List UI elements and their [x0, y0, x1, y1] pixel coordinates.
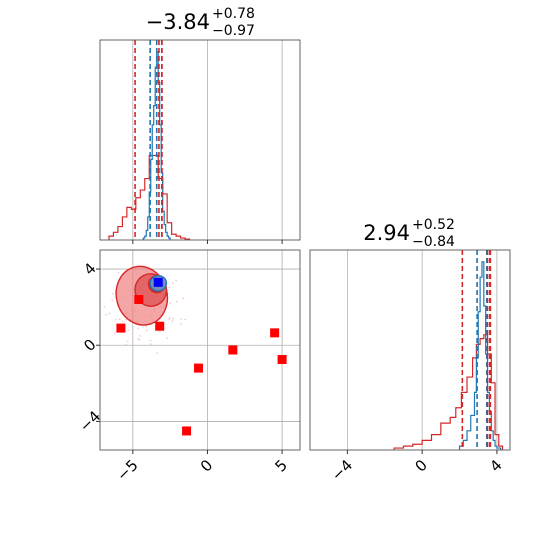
density-dot	[150, 343, 153, 346]
density-dot	[126, 340, 129, 343]
red-sample-point	[194, 363, 204, 373]
red-sample-point	[270, 328, 280, 338]
density-dot	[171, 320, 174, 323]
density-dot	[139, 335, 141, 337]
density-dot	[168, 316, 171, 319]
blue-sample-point	[153, 277, 163, 287]
title-plus-error: +0.52	[412, 217, 455, 233]
density-dot	[127, 329, 130, 332]
density-dot	[137, 327, 140, 330]
x-tick-label-param2: −4	[328, 456, 356, 484]
red-sample-point	[116, 323, 126, 333]
density-dot	[117, 271, 120, 274]
axes-2d	[99, 249, 301, 451]
density-dot	[166, 337, 169, 340]
density-dot	[175, 279, 178, 282]
density-dot	[180, 318, 183, 320]
title-minus-error: −0.84	[412, 234, 455, 250]
density-dot	[118, 318, 121, 320]
density-dot	[121, 320, 124, 323]
density-dot	[169, 302, 171, 305]
density-dot	[145, 325, 148, 328]
density-dot	[168, 318, 171, 320]
density-dot	[115, 318, 117, 321]
density-dot	[156, 352, 159, 355]
title-param2: 2.94 +0.52−0.84	[363, 217, 455, 250]
density-dot	[145, 329, 148, 332]
density-dot	[114, 332, 116, 335]
x-tick-label-param2: 0	[411, 456, 430, 475]
density-dot	[168, 286, 171, 289]
density-dot	[149, 339, 152, 342]
title-param1: −3.84 +0.78−0.97	[146, 6, 255, 39]
axes-param2	[309, 249, 511, 451]
title-minus-error: −0.97	[212, 23, 255, 39]
red-histogram-param2	[393, 334, 504, 450]
red-histogram-param1	[108, 154, 191, 240]
axes-param1	[99, 39, 301, 241]
red-sample-point	[134, 295, 144, 305]
red-sample-point	[277, 355, 287, 365]
red-sample-point	[182, 426, 192, 436]
density-dot	[104, 313, 107, 316]
density-dot	[103, 305, 106, 308]
x-tick-label-param2: 4	[486, 456, 505, 475]
title-median: 2.94	[363, 221, 410, 245]
title-median: −3.84	[146, 10, 210, 34]
density-dot	[172, 282, 175, 284]
x-tick-label-param1: 5	[271, 456, 290, 475]
density-dot	[172, 317, 175, 320]
density-dot	[158, 330, 161, 333]
density-dot	[182, 297, 184, 300]
density-dot	[111, 299, 114, 302]
red-sample-point	[228, 345, 238, 355]
x-tick-label-param1: −5	[113, 456, 141, 484]
density-dot	[184, 318, 186, 321]
density-dot	[138, 338, 141, 341]
red-sample-point	[155, 321, 165, 331]
title-plus-error: +0.78	[212, 6, 255, 22]
density-dot	[180, 323, 183, 325]
density-dot	[124, 343, 127, 346]
density-dot	[111, 292, 114, 295]
density-dot	[108, 312, 111, 315]
density-dot	[125, 318, 127, 321]
x-tick-label-param1: 0	[197, 456, 216, 475]
density-dot	[175, 300, 178, 303]
blue-histogram-param2	[458, 261, 502, 450]
